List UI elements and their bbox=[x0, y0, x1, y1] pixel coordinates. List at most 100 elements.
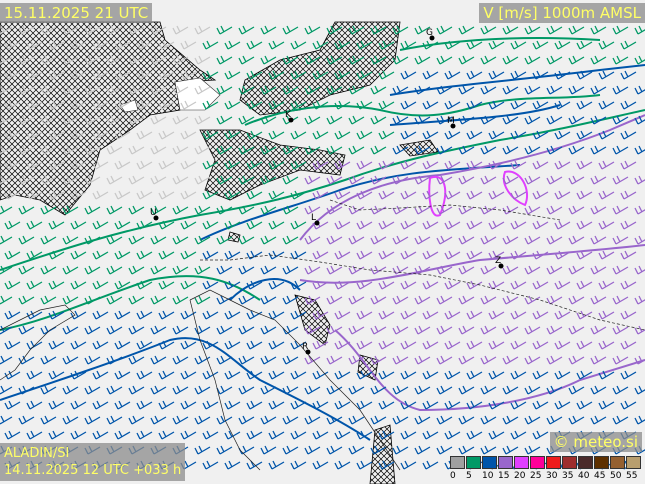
wind-barb bbox=[524, 415, 541, 425]
wind-barb bbox=[180, 250, 197, 260]
wind-barb bbox=[370, 145, 387, 155]
wind-barb bbox=[326, 205, 343, 215]
wind-barb bbox=[568, 175, 585, 185]
wind-barb bbox=[414, 55, 431, 65]
wind-barb bbox=[0, 415, 13, 425]
wind-barb bbox=[326, 175, 343, 185]
wind-barb bbox=[136, 220, 153, 230]
wind-barb bbox=[260, 325, 277, 335]
wind-barb bbox=[378, 400, 395, 410]
wind-barb bbox=[136, 370, 153, 380]
wind-barb bbox=[466, 160, 483, 170]
wind-barb bbox=[290, 250, 307, 260]
wind-barb bbox=[524, 385, 541, 395]
wind-barb bbox=[202, 220, 219, 230]
wind-barb bbox=[502, 145, 519, 155]
wind-barb bbox=[546, 235, 563, 245]
wind-barb bbox=[348, 55, 365, 65]
wind-barb bbox=[444, 340, 461, 350]
wind-barb bbox=[598, 40, 615, 50]
wind-barb bbox=[554, 130, 571, 140]
wind-barb bbox=[444, 160, 461, 170]
isotach-line bbox=[0, 337, 371, 441]
wind-barb bbox=[392, 415, 409, 425]
wind-barb bbox=[48, 70, 65, 80]
wind-barb bbox=[106, 115, 123, 125]
wind-barb bbox=[216, 85, 233, 95]
wind-barb bbox=[128, 235, 145, 245]
wind-barb bbox=[568, 25, 585, 35]
wind-barb bbox=[40, 265, 57, 275]
wind-barb bbox=[260, 115, 277, 125]
wind-barb bbox=[356, 370, 373, 380]
wind-barb bbox=[4, 310, 21, 320]
wind-barb bbox=[370, 385, 387, 395]
wind-barb bbox=[392, 355, 409, 365]
wind-barb bbox=[422, 100, 439, 110]
wind-barb bbox=[590, 175, 607, 185]
wind-barb bbox=[114, 280, 131, 290]
wind-barb bbox=[436, 415, 453, 425]
wind-barb bbox=[356, 340, 373, 350]
wind-barb bbox=[576, 310, 593, 320]
wind-barb bbox=[26, 370, 43, 380]
wind-barb bbox=[392, 205, 409, 215]
wind-barb bbox=[268, 100, 285, 110]
wind-barb bbox=[524, 355, 541, 365]
wind-barb bbox=[510, 40, 527, 50]
wind-barb bbox=[290, 430, 307, 440]
legend-swatch bbox=[562, 456, 577, 469]
wind-barb bbox=[598, 220, 615, 230]
wind-barb bbox=[532, 340, 549, 350]
legend-swatch bbox=[466, 456, 481, 469]
legend-swatch bbox=[546, 456, 561, 469]
wind-barb bbox=[436, 115, 453, 125]
wind-barb bbox=[422, 280, 439, 290]
wind-barb bbox=[18, 25, 35, 35]
wind-barb bbox=[532, 220, 549, 230]
wind-barb bbox=[194, 355, 211, 365]
wind-barb bbox=[400, 130, 417, 140]
wind-barb bbox=[598, 190, 615, 200]
wind-barb bbox=[4, 160, 21, 170]
wind-barb bbox=[502, 235, 519, 245]
wind-barb bbox=[590, 25, 607, 35]
wind-barb bbox=[150, 25, 167, 35]
wind-barb bbox=[312, 460, 329, 470]
wind-barb bbox=[150, 235, 167, 245]
wind-barb bbox=[480, 415, 497, 425]
wind-barb bbox=[48, 160, 65, 170]
wind-barb bbox=[150, 415, 167, 425]
wind-barb bbox=[392, 445, 409, 455]
wind-barb bbox=[202, 280, 219, 290]
wind-barb bbox=[70, 340, 87, 350]
wind-barb bbox=[180, 400, 197, 410]
wind-barb bbox=[224, 40, 241, 50]
wind-barb bbox=[334, 40, 351, 50]
wind-barb bbox=[70, 400, 87, 410]
wind-barb bbox=[378, 280, 395, 290]
wind-barb bbox=[480, 295, 497, 305]
wind-barb bbox=[246, 250, 263, 260]
wind-barb bbox=[612, 325, 629, 335]
wind-barb bbox=[40, 175, 57, 185]
wind-barb bbox=[436, 355, 453, 365]
wind-barb bbox=[150, 265, 167, 275]
wind-barb bbox=[18, 385, 35, 395]
wind-barb bbox=[532, 160, 549, 170]
wind-barb bbox=[48, 40, 65, 50]
wind-barb bbox=[444, 250, 461, 260]
wind-barb bbox=[18, 115, 35, 125]
wind-barb bbox=[238, 295, 255, 305]
wind-barb bbox=[0, 235, 13, 245]
wind-barb bbox=[238, 25, 255, 35]
wind-barb bbox=[128, 175, 145, 185]
wind-barb bbox=[202, 40, 219, 50]
wind-barb bbox=[532, 400, 549, 410]
wind-barb bbox=[370, 175, 387, 185]
wind-barb bbox=[348, 445, 365, 455]
copyright-label: © meteo.si bbox=[549, 432, 642, 452]
city-marker bbox=[288, 117, 294, 123]
wind-barb bbox=[356, 40, 373, 50]
wind-barb bbox=[180, 100, 197, 110]
